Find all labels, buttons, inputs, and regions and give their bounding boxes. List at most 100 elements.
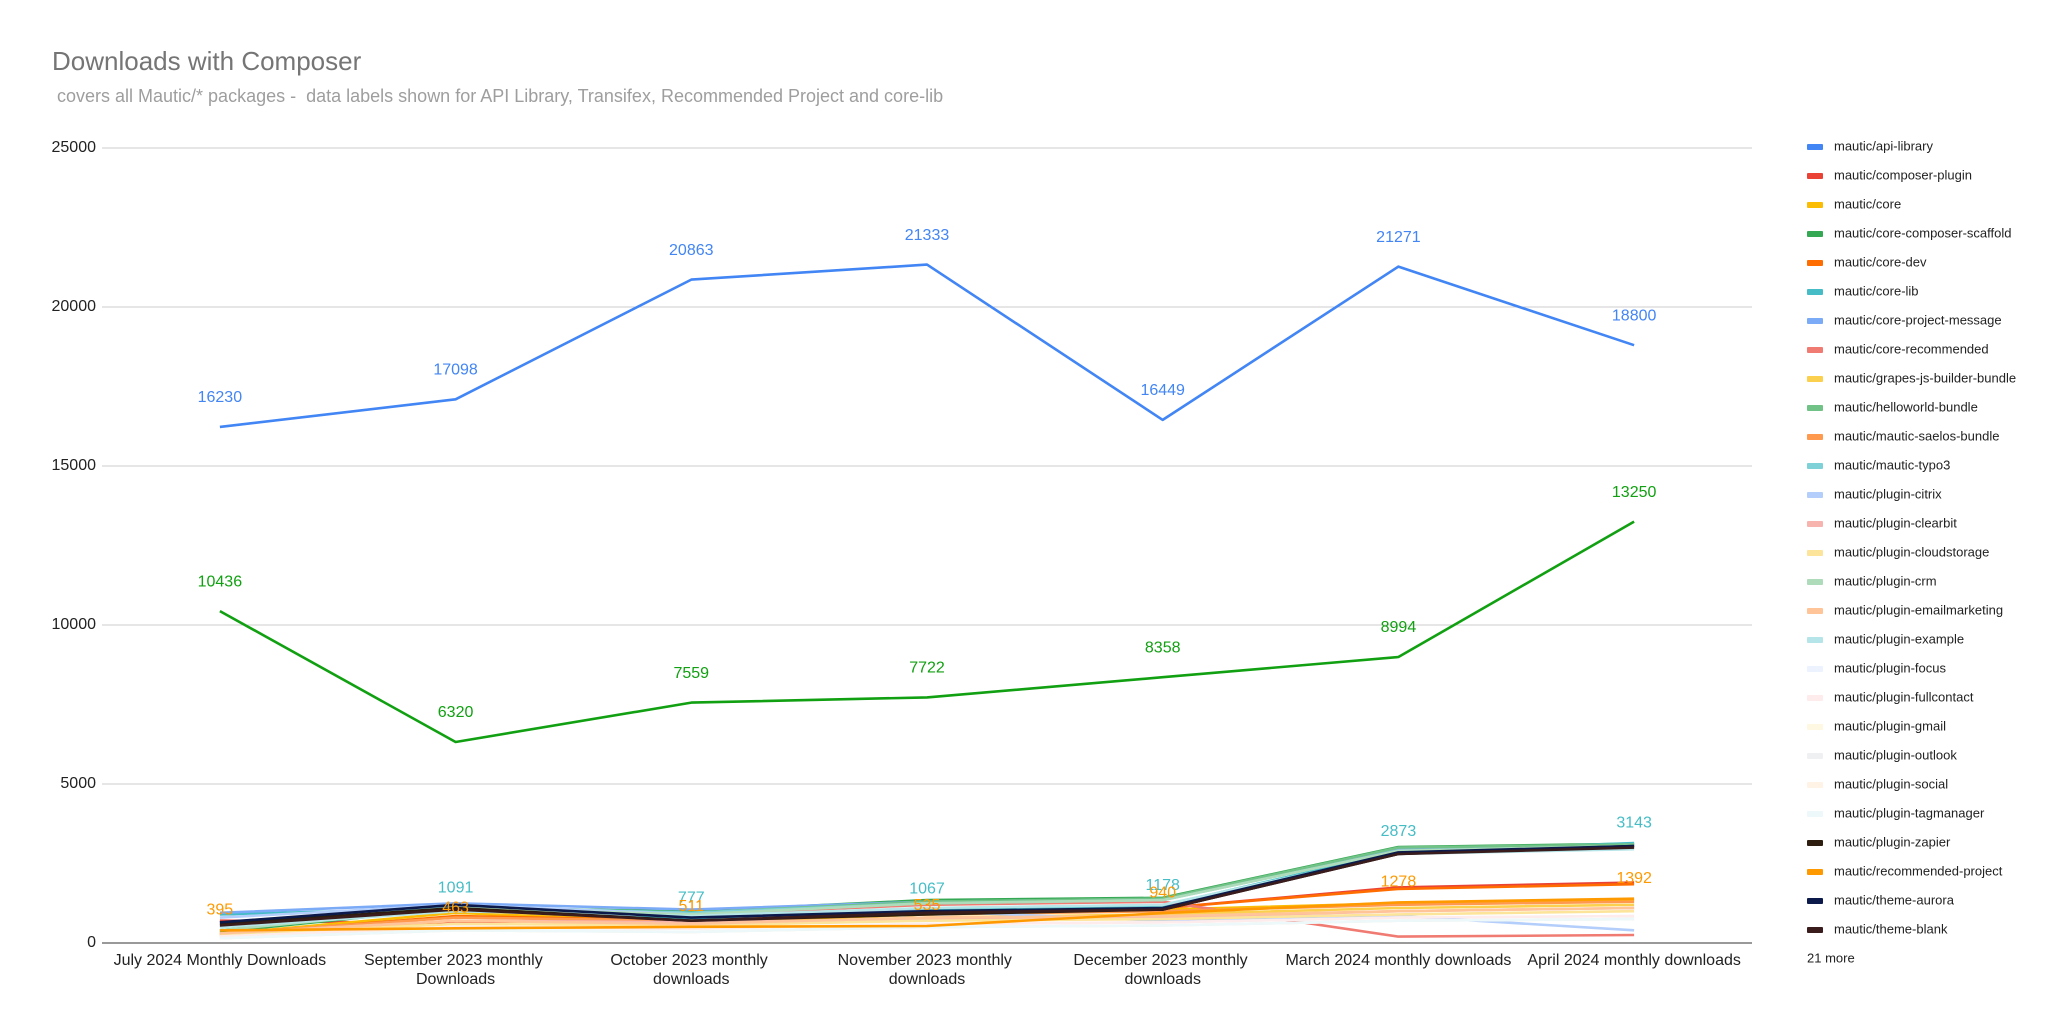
legend-swatch [1807, 724, 1823, 730]
x-tick-label: November 2023 monthly downloads [838, 952, 1017, 988]
data-label: 8994 [1381, 619, 1417, 636]
legend-label: mautic/api-library [1834, 138, 1933, 153]
series-line [219, 846, 1635, 927]
data-label: 8358 [1145, 639, 1181, 656]
legend-label: mautic/mautic-typo3 [1834, 457, 1950, 472]
legend-label: mautic/core-composer-scaffold [1834, 225, 2012, 240]
series-line [219, 844, 1635, 924]
y-tick-label: 5000 [60, 775, 96, 792]
legend-swatch [1807, 550, 1823, 556]
data-label: 1178 [1146, 877, 1181, 894]
y-tick-label: 0 [87, 934, 96, 951]
legend-label: mautic/mautic-saelos-bundle [1834, 428, 1999, 443]
legend-more: 21 more [1807, 950, 1855, 965]
y-tick-label: 20000 [52, 298, 97, 315]
legend-swatch [1807, 579, 1823, 585]
data-label: 18800 [1612, 307, 1657, 324]
x-tick-label: September 2023 monthly Downloads [364, 952, 547, 988]
legend-label: mautic/plugin-emailmarketing [1834, 602, 2003, 617]
data-label: 1392 [1616, 870, 1652, 887]
x-tick-label-line: Downloads [416, 971, 495, 988]
legend-swatch [1807, 753, 1823, 759]
x-tick-label-line: September 2023 monthly [364, 952, 547, 969]
data-label: 1067 [909, 880, 945, 897]
y-tick-label: 25000 [52, 139, 97, 156]
data-label: 21333 [905, 227, 950, 244]
legend-label: mautic/plugin-fullcontact [1834, 689, 1974, 704]
legend-swatch [1807, 492, 1823, 498]
series-line [219, 520, 1635, 744]
x-tick-label-line: November 2023 monthly [838, 952, 1017, 969]
legend-swatch [1807, 463, 1823, 469]
x-tick-label: October 2023 monthly downloads [610, 952, 772, 988]
x-tick-label-line: downloads [1124, 971, 1201, 988]
chart-title: Downloads with Composer [52, 46, 362, 76]
legend-swatch [1807, 260, 1823, 266]
data-label: 17098 [433, 362, 478, 379]
legend-swatch [1807, 434, 1823, 440]
data-label: 6320 [438, 704, 474, 721]
legend-label: mautic/core [1834, 196, 1901, 211]
x-tick-label: December 2023 monthly downloads [1073, 952, 1252, 988]
legend-swatch [1807, 869, 1823, 875]
x-tick-label: March 2024 monthly downloads [1285, 952, 1511, 969]
legend-swatch [1807, 782, 1823, 788]
legend-swatch [1807, 927, 1823, 933]
x-tick-label-line: October 2023 monthly [610, 952, 772, 969]
legend-swatch [1807, 840, 1823, 846]
series-line [219, 906, 1635, 935]
legend-label: mautic/plugin-gmail [1834, 718, 1946, 733]
legend-swatch [1807, 173, 1823, 179]
data-label: 395 [207, 902, 234, 919]
legend-swatch [1807, 666, 1823, 672]
legend-label: mautic/grapes-js-builder-bundle [1834, 370, 2016, 385]
legend-label: mautic/plugin-focus [1834, 660, 1946, 675]
data-label: 940 [1149, 884, 1176, 901]
legend-label: mautic/core-dev [1834, 254, 1927, 269]
data-label: 463 [442, 899, 469, 916]
data-label: 7559 [673, 665, 709, 682]
legend-label: mautic/recommended-project [1834, 863, 2003, 878]
data-label: 2873 [1381, 823, 1417, 840]
legend-swatch [1807, 637, 1823, 643]
legend-swatch [1807, 318, 1823, 324]
x-tick-label: July 2024 Monthly Downloads [114, 952, 327, 969]
data-label: 20863 [669, 242, 714, 259]
data-label: 10436 [198, 573, 243, 590]
legend-label: mautic/plugin-example [1834, 631, 1964, 646]
legend-swatch [1807, 608, 1823, 614]
chart-subtitle: covers all Mautic/* packages - data labe… [52, 86, 943, 106]
data-label: 16449 [1140, 382, 1185, 399]
legend-label: mautic/plugin-social [1834, 776, 1948, 791]
legend-label: mautic/plugin-cloudstorage [1834, 544, 1989, 559]
data-label: 21271 [1376, 229, 1421, 246]
legend-label: mautic/plugin-outlook [1834, 747, 1957, 762]
legend-swatch [1807, 521, 1823, 527]
x-tick-label-line: December 2023 monthly [1073, 952, 1252, 969]
series-line [219, 263, 1635, 429]
legend-label: mautic/plugin-tagmanager [1834, 805, 1985, 820]
x-tick-label-line: downloads [653, 971, 730, 988]
data-label: 3143 [1616, 814, 1652, 831]
legend-swatch [1807, 405, 1823, 411]
legend-label: mautic/theme-aurora [1834, 892, 1955, 907]
legend-swatch [1807, 231, 1823, 237]
data-label: 511 [679, 898, 705, 915]
data-label: 1278 [1381, 874, 1417, 891]
legend-swatch [1807, 347, 1823, 353]
legend-label: mautic/plugin-citrix [1834, 486, 1942, 501]
legend-label: mautic/core-lib [1834, 283, 1919, 298]
data-label: 1091 [438, 880, 474, 897]
legend-swatch [1807, 202, 1823, 208]
data-label: 13250 [1612, 484, 1657, 501]
data-label: 16230 [198, 389, 243, 406]
legend-label: mautic/theme-blank [1834, 921, 1948, 936]
x-tick-label-line: downloads [889, 971, 966, 988]
x-tick-label: April 2024 monthly downloads [1527, 952, 1740, 969]
series-line [219, 897, 1635, 932]
legend-label: mautic/core-project-message [1834, 312, 2002, 327]
legend-swatch [1807, 898, 1823, 904]
legend-label: mautic/helloworld-bundle [1834, 399, 1978, 414]
